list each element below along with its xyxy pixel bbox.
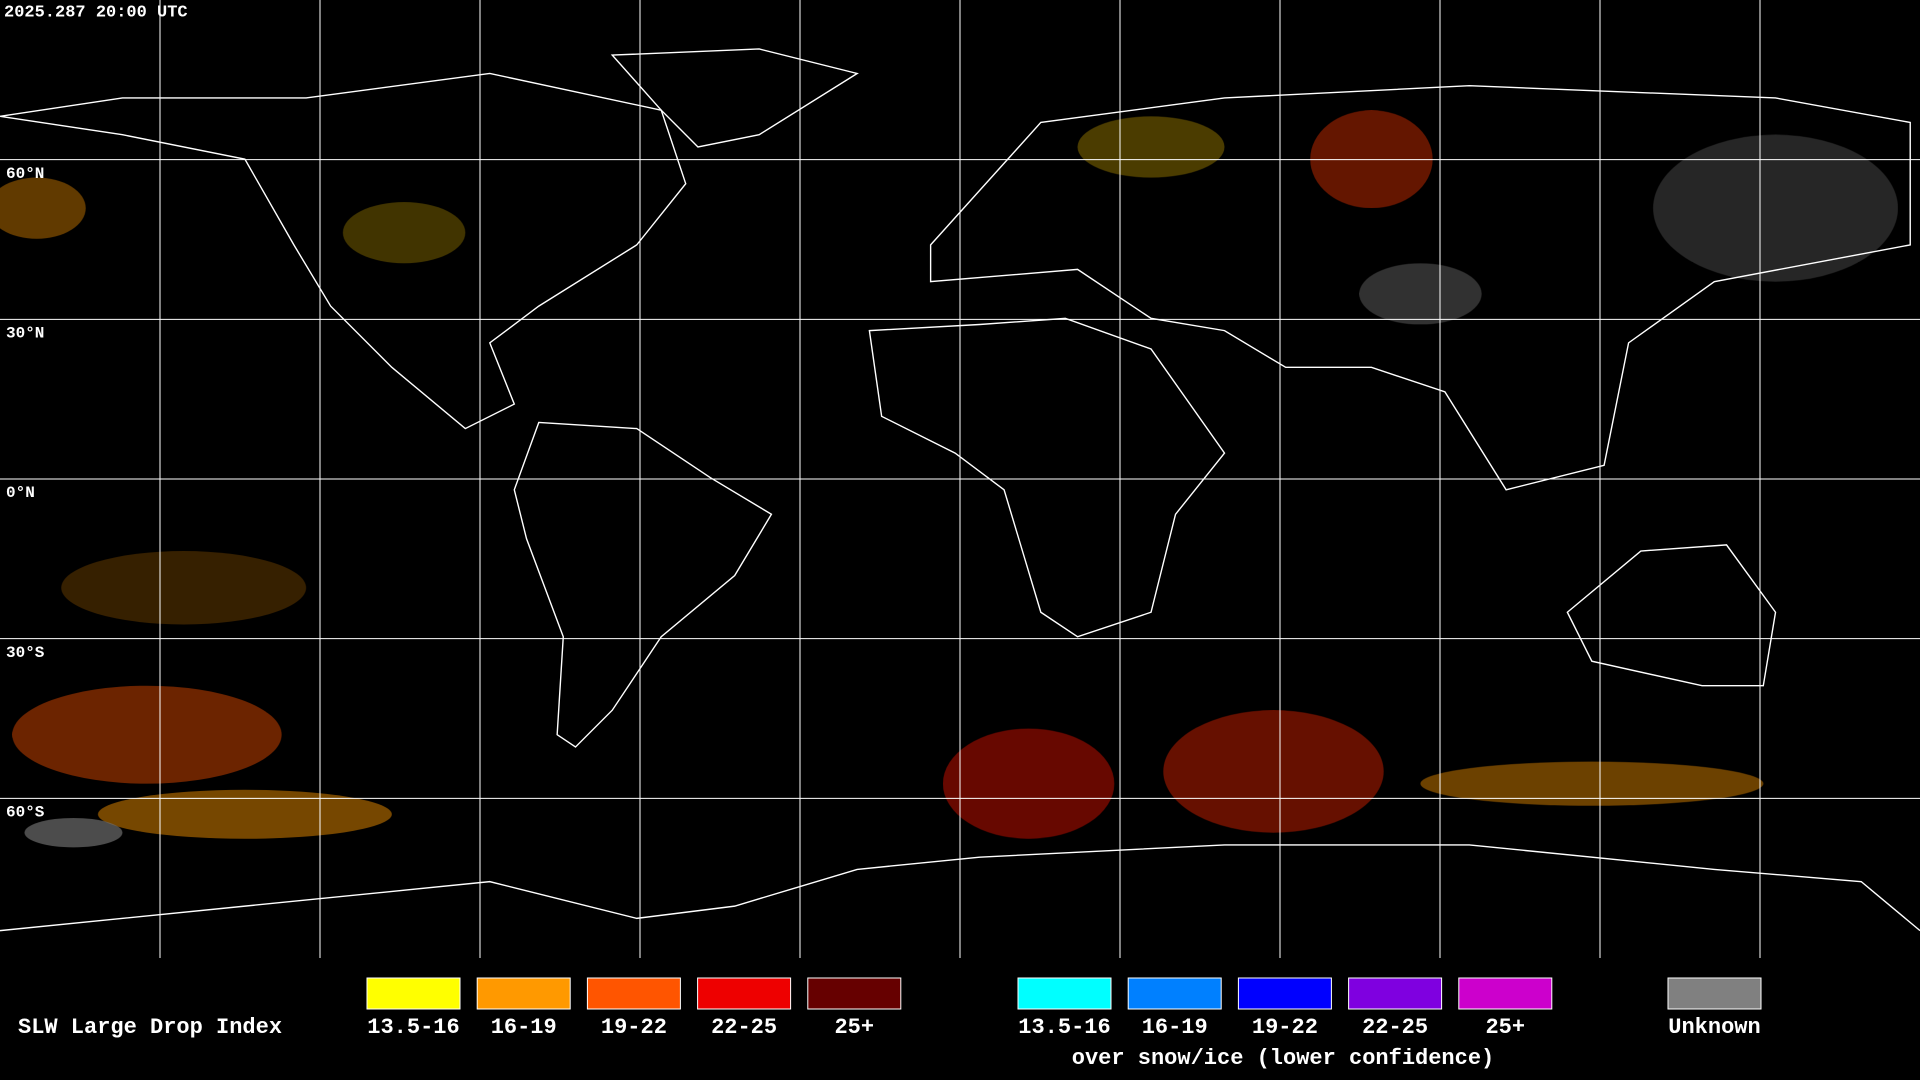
legend-label: 16-19 (491, 1015, 557, 1040)
legend-swatch (1237, 977, 1332, 1010)
legend-swatch (1017, 977, 1112, 1010)
legend-swatch (476, 977, 571, 1010)
legend-label: 25+ (1485, 1015, 1525, 1040)
latitude-label: 0°N (6, 484, 35, 502)
timestamp: 2025.287 20:00 UTC (4, 3, 188, 22)
legend-swatch (1667, 977, 1762, 1010)
latitude-label: 30°N (6, 325, 44, 343)
legend-label: 13.5-16 (367, 1015, 459, 1040)
legend-swatch (697, 977, 792, 1010)
legend-label: Unknown (1668, 1015, 1760, 1040)
legend-swatch (366, 977, 461, 1010)
map-imagery (0, 49, 1920, 931)
legend-label: 13.5-16 (1018, 1015, 1110, 1040)
legend-swatch (1348, 977, 1443, 1010)
latitude-label: 60°S (6, 804, 45, 822)
latitude-label: 60°N (6, 165, 44, 183)
legend-swatch (807, 977, 902, 1010)
legend-label: 22-25 (711, 1015, 777, 1040)
legend-label: 22-25 (1362, 1015, 1428, 1040)
legend-swatch (1127, 977, 1222, 1010)
legend-swatch (586, 977, 681, 1010)
coastlines (0, 49, 1920, 931)
latitude-label: 30°S (6, 644, 45, 662)
legend-label: 19-22 (601, 1015, 667, 1040)
legend-caption: over snow/ice (lower confidence) (1072, 1046, 1494, 1071)
legend-swatch (1458, 977, 1553, 1010)
legend-title: SLW Large Drop Index (18, 1015, 282, 1040)
cloud-patches (0, 110, 1898, 848)
legend-label: 25+ (834, 1015, 874, 1040)
graticule (0, 0, 1920, 958)
legend-label: 19-22 (1252, 1015, 1318, 1040)
legend-label: 16-19 (1142, 1015, 1208, 1040)
map-border (0, 958, 1920, 960)
